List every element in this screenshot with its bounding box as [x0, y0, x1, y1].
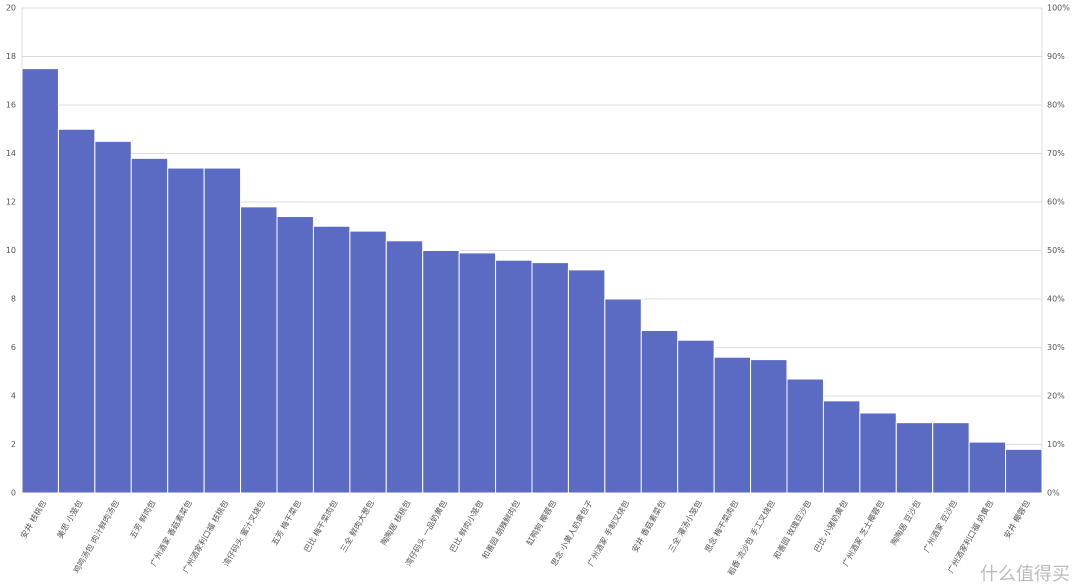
y2-tick-label: 20%: [1047, 392, 1065, 401]
bar: [276, 216, 314, 494]
bar: [750, 359, 788, 494]
bar: [203, 167, 242, 494]
y2-tick-label: 60%: [1047, 198, 1065, 207]
watermark: 什么值得买: [980, 564, 1070, 585]
bar: [677, 339, 715, 494]
bar: [968, 441, 1007, 494]
y-tick-label: 8: [11, 295, 16, 304]
y2-tick-label: 90%: [1047, 52, 1065, 61]
y2-tick-label: 80%: [1047, 101, 1065, 110]
bar: [130, 157, 169, 494]
bar: [458, 252, 497, 494]
y-tick-label: 4: [11, 392, 16, 401]
bar: [859, 412, 897, 494]
bar: [604, 298, 642, 494]
y-tick-label: 16: [6, 101, 16, 110]
bar: [932, 422, 970, 494]
bar: [21, 68, 59, 494]
y-tick-label: 14: [6, 149, 16, 158]
y-tick-label: 2: [11, 440, 16, 449]
y2-tick-label: 30%: [1047, 343, 1065, 352]
bar: [822, 400, 861, 494]
bar: [167, 167, 205, 494]
bar: [895, 422, 934, 494]
y2-tick-label: 50%: [1047, 246, 1065, 255]
y2-tick-label: 100%: [1047, 4, 1070, 13]
y2-tick-label: 40%: [1047, 295, 1065, 304]
y2-tick-label: 10%: [1047, 440, 1065, 449]
bar: [713, 356, 752, 494]
y-tick-label: 20: [6, 4, 16, 13]
y-tick-label: 0: [11, 489, 16, 498]
bar: [385, 240, 424, 494]
bar: [94, 140, 132, 494]
bar: [349, 230, 387, 494]
bar: [1005, 448, 1043, 494]
y-tick-label: 18: [6, 52, 16, 61]
y-tick-label: 12: [6, 198, 16, 207]
bar: [422, 250, 460, 494]
y-tick-label: 10: [6, 246, 16, 255]
bar: [567, 269, 606, 494]
bar: [312, 225, 351, 494]
bar: [57, 128, 96, 494]
bar: [495, 259, 533, 494]
bar: [240, 206, 278, 494]
bar: [640, 330, 679, 494]
y2-tick-label: 0%: [1047, 489, 1060, 498]
bar: [786, 378, 824, 494]
y-tick-label: 6: [11, 343, 16, 352]
bar: [531, 262, 569, 494]
y2-tick-label: 70%: [1047, 149, 1065, 158]
